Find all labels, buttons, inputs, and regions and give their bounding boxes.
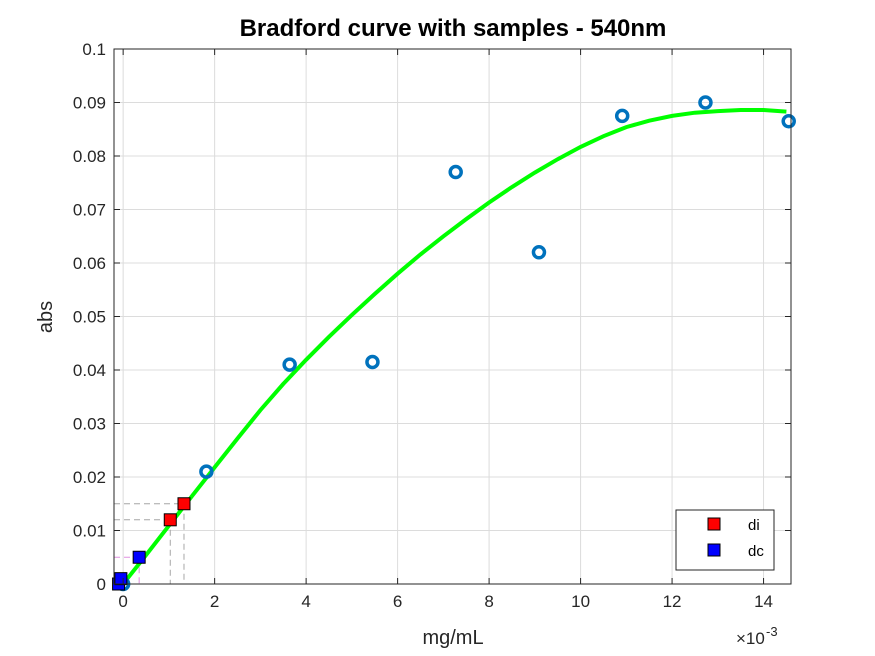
- x-tick-label: 8: [484, 592, 493, 611]
- y-tick-label: 0.08: [73, 147, 106, 166]
- x-tick-label: 2: [210, 592, 219, 611]
- x-axis-label: mg/mL: [422, 627, 483, 649]
- sample-point-di: [177, 497, 191, 511]
- y-tick-label: 0.06: [73, 254, 106, 273]
- x-tick-label: 0: [118, 592, 127, 611]
- x-exponent-power: -3: [766, 624, 778, 639]
- legend-label-di: di: [748, 517, 760, 534]
- fit-curve: [121, 108, 787, 586]
- standard-point: [781, 113, 796, 129]
- x-tick-label: 4: [301, 592, 310, 611]
- sample-point-di: [163, 513, 177, 527]
- x-exponent-prefix: ×10: [736, 629, 765, 648]
- sample-point-dc: [114, 572, 128, 586]
- x-tick-label: 10: [571, 592, 590, 611]
- axis-ticks: [114, 48, 791, 585]
- y-tick-label: 0.07: [73, 201, 106, 220]
- legend: di dc: [675, 509, 775, 571]
- y-tick-label: 0.02: [73, 468, 106, 487]
- y-tick-label: 0.03: [73, 415, 106, 434]
- legend-label-dc: dc: [748, 543, 764, 560]
- x-tick-label: 6: [393, 592, 402, 611]
- x-exponent: ×10 -3: [736, 624, 778, 648]
- standard-point: [282, 357, 297, 372]
- y-tick-label: 0.09: [73, 94, 106, 113]
- chart-title: Bradford curve with samples - 540nm: [240, 15, 667, 42]
- y-axis-label: abs: [35, 301, 57, 333]
- y-tick-label: 0: [97, 575, 106, 594]
- standard-point: [614, 108, 630, 124]
- standard-point: [365, 354, 380, 370]
- x-tick-labels: 0 2 4 6 8 10 12 14: [118, 592, 773, 611]
- legend-box: [675, 509, 775, 571]
- x-tick-label: 14: [754, 592, 773, 611]
- legend-marker-dc: [707, 543, 721, 557]
- standard-point: [199, 464, 214, 479]
- y-tick-label: 0.1: [82, 40, 106, 59]
- legend-marker-di: [707, 517, 721, 531]
- standard-point: [698, 95, 713, 110]
- sample-point-dc: [132, 550, 146, 564]
- y-tick-label: 0.01: [73, 522, 106, 541]
- y-tick-label: 0.04: [73, 361, 106, 380]
- y-tick-labels: 0 0.01 0.02 0.03 0.04 0.05 0.06 0.07 0.08 0.09 0.1: [73, 40, 106, 594]
- x-tick-label: 12: [663, 592, 682, 611]
- standard-point: [448, 164, 463, 180]
- standard-point: [531, 245, 547, 260]
- y-tick-label: 0.05: [73, 308, 106, 327]
